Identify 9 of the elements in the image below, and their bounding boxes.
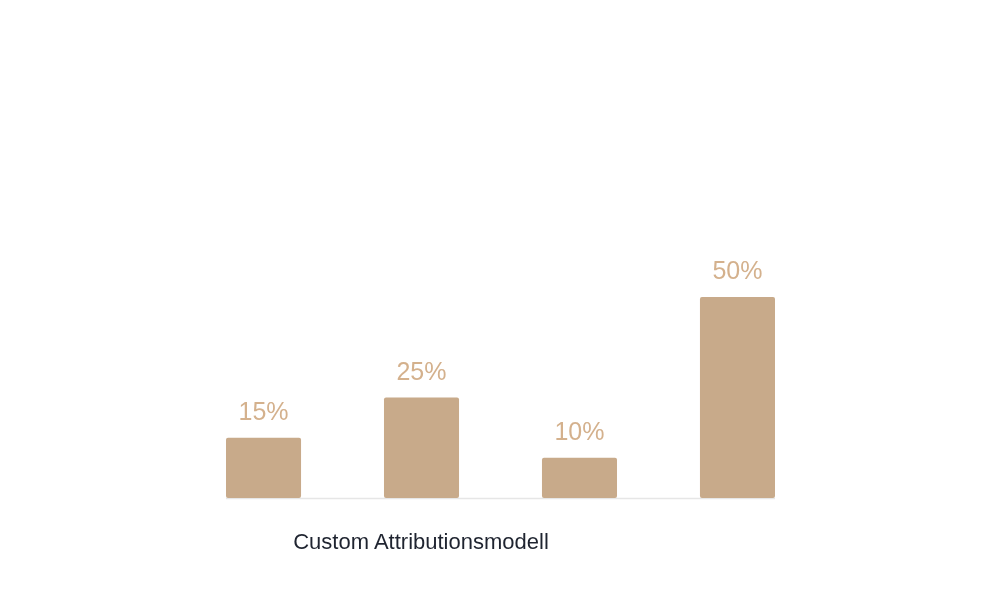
- bar: [226, 437, 302, 498]
- data-label: 10%: [554, 416, 605, 445]
- data-label: 25%: [396, 356, 447, 385]
- bar: [699, 297, 775, 498]
- bar: [541, 457, 618, 498]
- bar: [383, 397, 460, 498]
- data-label: 50%: [712, 256, 763, 284]
- x-axis-title: Custom Attributionsmodell: [293, 529, 549, 554]
- data-label: 15%: [238, 396, 289, 425]
